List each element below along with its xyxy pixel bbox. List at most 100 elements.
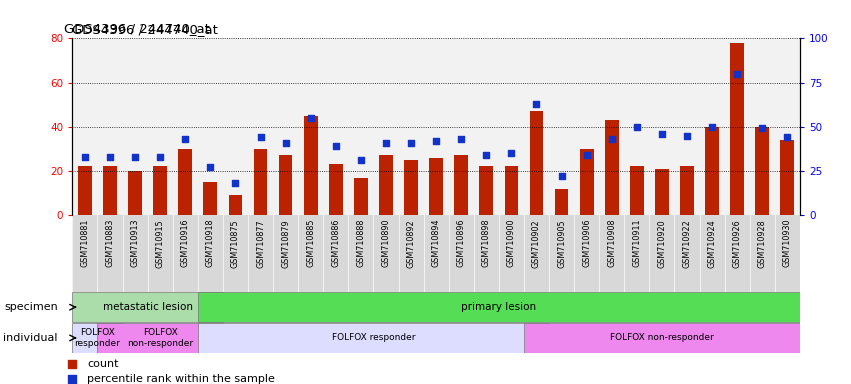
Point: [630, 124, 643, 130]
Text: GSM710918: GSM710918: [206, 219, 214, 267]
Text: GSM710926: GSM710926: [733, 219, 742, 268]
Bar: [655, 169, 669, 215]
Text: GSM710915: GSM710915: [156, 219, 164, 268]
Text: FOLFOX
responder: FOLFOX responder: [75, 328, 120, 348]
Point: [103, 154, 117, 160]
Bar: [524, 323, 800, 353]
Bar: [197, 323, 549, 353]
Bar: [97, 323, 223, 353]
Point: [129, 154, 142, 160]
Point: [529, 101, 543, 107]
Text: GSM710924: GSM710924: [708, 219, 717, 268]
Text: GSM710905: GSM710905: [557, 219, 566, 268]
Bar: [78, 167, 92, 215]
Point: [66, 361, 79, 367]
Text: FOLFOX
non-responder: FOLFOX non-responder: [127, 328, 193, 348]
Point: [756, 126, 769, 132]
Point: [404, 139, 418, 146]
Point: [505, 150, 518, 156]
Point: [680, 132, 694, 139]
Point: [153, 154, 167, 160]
Bar: [505, 167, 518, 215]
Bar: [730, 43, 744, 215]
Text: count: count: [87, 359, 118, 369]
Point: [780, 134, 794, 141]
Point: [329, 143, 343, 149]
Text: GSM710902: GSM710902: [532, 219, 541, 268]
Bar: [404, 160, 418, 215]
Text: GSM710885: GSM710885: [306, 219, 315, 267]
Bar: [179, 149, 192, 215]
Text: GSM710928: GSM710928: [757, 219, 767, 268]
Point: [179, 136, 192, 142]
Text: GSM710875: GSM710875: [231, 219, 240, 268]
Bar: [555, 189, 568, 215]
Text: GSM710916: GSM710916: [180, 219, 190, 267]
Bar: [529, 111, 544, 215]
Bar: [580, 149, 594, 215]
Bar: [454, 156, 468, 215]
Bar: [278, 156, 293, 215]
Point: [655, 131, 669, 137]
Bar: [229, 195, 243, 215]
Text: GSM710908: GSM710908: [608, 219, 616, 267]
Text: GSM710920: GSM710920: [658, 219, 666, 268]
Text: GDS4396 / 244740_at: GDS4396 / 244740_at: [64, 22, 209, 35]
Point: [479, 152, 493, 158]
Point: [78, 154, 92, 160]
Text: GSM710898: GSM710898: [482, 219, 491, 267]
Text: GSM710892: GSM710892: [407, 219, 415, 268]
Bar: [254, 149, 267, 215]
Point: [580, 152, 593, 158]
Text: FOLFOX non-responder: FOLFOX non-responder: [610, 333, 714, 343]
Text: GSM710890: GSM710890: [381, 219, 391, 267]
Point: [454, 136, 468, 142]
Text: GSM710881: GSM710881: [80, 219, 89, 267]
Bar: [103, 167, 117, 215]
Point: [605, 136, 619, 142]
Bar: [328, 164, 343, 215]
Bar: [479, 167, 494, 215]
Point: [555, 173, 568, 179]
Bar: [605, 120, 619, 215]
Text: primary lesion: primary lesion: [461, 302, 536, 312]
Point: [229, 180, 243, 186]
Text: GSM710894: GSM710894: [431, 219, 441, 267]
Point: [354, 157, 368, 163]
Bar: [780, 140, 794, 215]
Bar: [680, 167, 694, 215]
Point: [705, 124, 719, 130]
Bar: [197, 293, 800, 322]
Bar: [72, 293, 223, 322]
Text: percentile rank within the sample: percentile rank within the sample: [87, 374, 275, 384]
Text: GSM710906: GSM710906: [582, 219, 591, 267]
Text: FOLFOX responder: FOLFOX responder: [332, 333, 415, 343]
Text: GSM710900: GSM710900: [507, 219, 516, 267]
Text: GSM710913: GSM710913: [130, 219, 140, 267]
Bar: [756, 127, 769, 215]
Bar: [354, 177, 368, 215]
Text: GSM710879: GSM710879: [281, 219, 290, 268]
Text: GSM710877: GSM710877: [256, 219, 265, 268]
Text: GSM710911: GSM710911: [632, 219, 642, 267]
Bar: [72, 323, 123, 353]
Point: [304, 115, 317, 121]
Text: GSM710930: GSM710930: [783, 219, 792, 267]
Text: GSM710922: GSM710922: [683, 219, 692, 268]
Point: [380, 139, 393, 146]
Text: GDS4396 / 244740_at: GDS4396 / 244740_at: [72, 23, 218, 36]
Point: [730, 71, 744, 77]
Point: [254, 134, 267, 141]
Text: GSM710888: GSM710888: [357, 219, 365, 267]
Point: [203, 164, 217, 170]
Bar: [379, 156, 393, 215]
Point: [66, 376, 79, 382]
Bar: [304, 116, 317, 215]
Bar: [630, 167, 643, 215]
Bar: [153, 167, 167, 215]
Text: GSM710896: GSM710896: [457, 219, 465, 267]
Bar: [203, 182, 217, 215]
Text: metastatic lesion: metastatic lesion: [103, 302, 192, 312]
Text: GSM710886: GSM710886: [331, 219, 340, 267]
Bar: [705, 127, 719, 215]
